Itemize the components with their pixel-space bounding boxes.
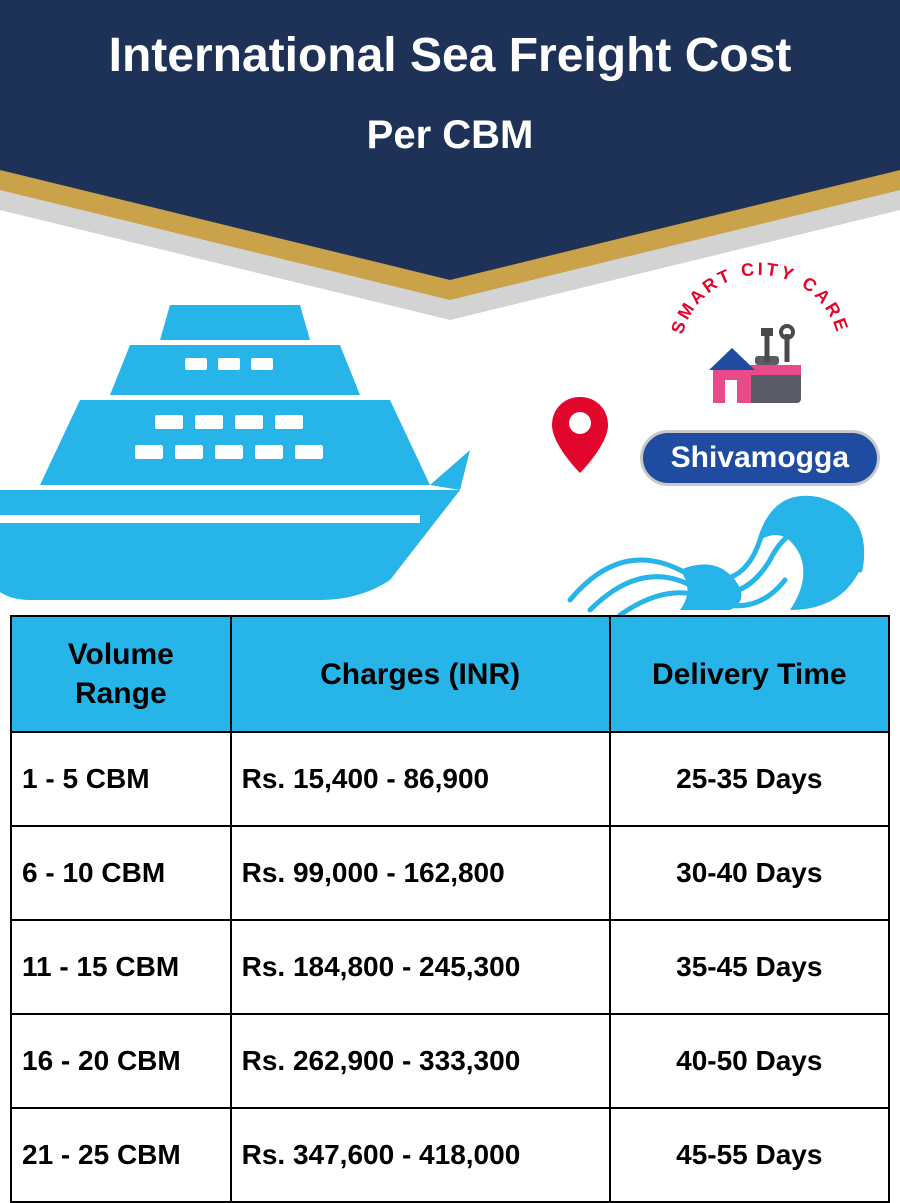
page-subtitle: Per CBM: [0, 113, 900, 158]
cell-volume: 6 - 10 CBM: [11, 826, 231, 920]
col-header-charges: Charges (INR): [231, 616, 610, 732]
cell-charges: Rs. 262,900 - 333,300: [231, 1014, 610, 1108]
table-row: 6 - 10 CBM Rs. 99,000 - 162,800 30-40 Da…: [11, 826, 889, 920]
table-row: 11 - 15 CBM Rs. 184,800 - 245,300 35-45 …: [11, 920, 889, 1014]
cell-volume: 1 - 5 CBM: [11, 732, 231, 826]
col-header-volume: Volume Range: [11, 616, 231, 732]
cell-charges: Rs. 99,000 - 162,800: [231, 826, 610, 920]
cell-delivery: 35-45 Days: [610, 920, 889, 1014]
table-header-row: Volume Range Charges (INR) Delivery Time: [11, 616, 889, 732]
brand-logo: SMART CITY CARE: [660, 285, 860, 435]
ship-icon: [0, 250, 480, 610]
cell-volume: 16 - 20 CBM: [11, 1014, 231, 1108]
cell-delivery: 40-50 Days: [610, 1014, 889, 1108]
page-title: International Sea Freight Cost: [0, 28, 900, 83]
cell-volume: 21 - 25 CBM: [11, 1108, 231, 1202]
table-row: 1 - 5 CBM Rs. 15,400 - 86,900 25-35 Days: [11, 732, 889, 826]
table-row: 21 - 25 CBM Rs. 347,600 - 418,000 45-55 …: [11, 1108, 889, 1202]
cell-charges: Rs. 15,400 - 86,900: [231, 732, 610, 826]
cell-delivery: 30-40 Days: [610, 826, 889, 920]
cell-charges: Rs. 184,800 - 245,300: [231, 920, 610, 1014]
cell-volume: 11 - 15 CBM: [11, 920, 231, 1014]
cell-delivery: 45-55 Days: [610, 1108, 889, 1202]
hero-graphics: SMART CITY CARE Shivamogga: [0, 200, 900, 620]
table-row: 16 - 20 CBM Rs. 262,900 - 333,300 40-50 …: [11, 1014, 889, 1108]
logo-house-icon: [705, 320, 815, 410]
wave-icon: [560, 460, 900, 620]
cell-delivery: 25-35 Days: [610, 732, 889, 826]
cell-charges: Rs. 347,600 - 418,000: [231, 1108, 610, 1202]
col-header-delivery: Delivery Time: [610, 616, 889, 732]
pricing-table: Volume Range Charges (INR) Delivery Time…: [10, 615, 890, 1203]
